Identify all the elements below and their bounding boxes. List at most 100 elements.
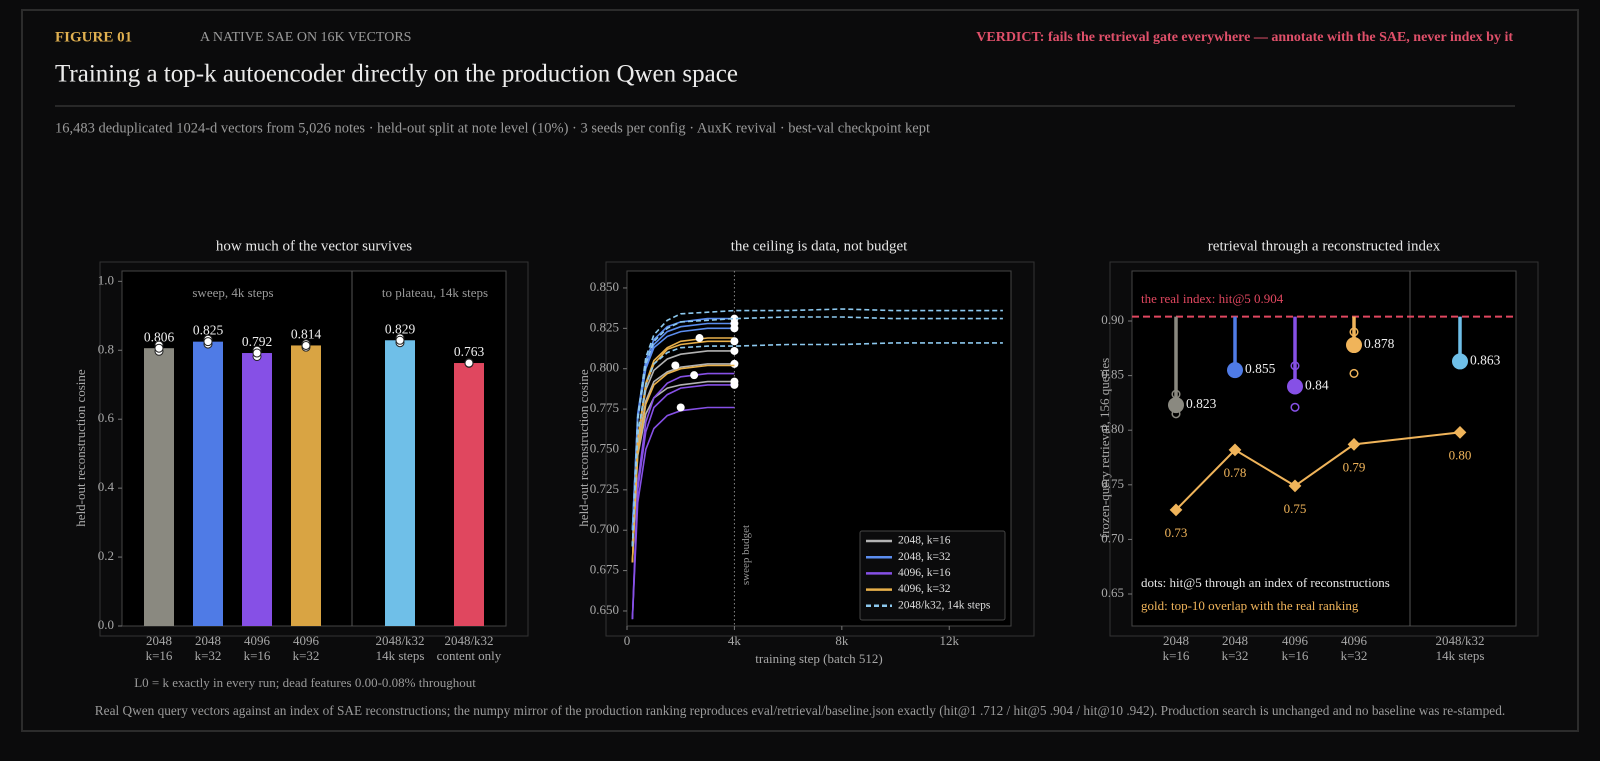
x-tick-label: 2048 bbox=[146, 633, 172, 648]
y-tick-label: 1.0 bbox=[98, 272, 114, 287]
seed-dot bbox=[395, 335, 405, 345]
value-label: 0.823 bbox=[1186, 396, 1217, 411]
subtitle: 16,483 deduplicated 1024-d vectors from … bbox=[55, 120, 930, 136]
value-label: 0.763 bbox=[454, 344, 485, 359]
axes-frame bbox=[99, 261, 529, 637]
value-label: 0.863 bbox=[1470, 353, 1501, 368]
run-line bbox=[631, 372, 735, 620]
best-checkpoint bbox=[676, 403, 685, 412]
x-tick-label: 2048/k32 bbox=[375, 633, 424, 648]
x-axis-label: training step (batch 512) bbox=[755, 651, 882, 666]
y-tick-label: 0.70 bbox=[1101, 530, 1124, 545]
y-tick-label: 0.85 bbox=[1101, 367, 1124, 382]
panel-title: the ceiling is data, not budget bbox=[731, 238, 908, 254]
reference-label: the real index: hit@5 0.904 bbox=[1141, 291, 1284, 306]
x-tick-label: k=32 bbox=[293, 648, 320, 663]
hit5-dot bbox=[1287, 378, 1303, 395]
hit5-dot bbox=[1168, 397, 1184, 414]
run-line bbox=[631, 308, 1003, 547]
best-checkpoint bbox=[730, 359, 739, 368]
x-tick-label: k=32 bbox=[1222, 648, 1249, 663]
x-tick-label: k=16 bbox=[1282, 648, 1309, 663]
x-tick-label: 14k steps bbox=[1436, 648, 1485, 663]
x-tick-label: k=16 bbox=[146, 648, 173, 663]
y-tick-label: 0.825 bbox=[590, 319, 619, 334]
legend-label: 2048/k32, 14k steps bbox=[898, 599, 991, 611]
run-line bbox=[631, 342, 1003, 547]
value-label: 0.814 bbox=[291, 327, 322, 342]
title: Training a top-k autoencoder directly on… bbox=[55, 61, 738, 88]
x-tick-label: 4096 bbox=[1341, 633, 1368, 648]
x-tick-label: 4096 bbox=[293, 633, 320, 648]
seed-dot bbox=[1290, 361, 1300, 371]
bar bbox=[193, 341, 223, 626]
best-checkpoint bbox=[730, 346, 739, 355]
footer: Real Qwen query vectors against an index… bbox=[95, 703, 1505, 718]
legend-label: 2048, k=16 bbox=[898, 535, 951, 547]
y-tick-label: 0.700 bbox=[590, 521, 619, 536]
x-tick-label: k=16 bbox=[1163, 648, 1190, 663]
x-tick-label: content only bbox=[437, 648, 502, 663]
annotation: sweep, 4k steps bbox=[192, 285, 273, 300]
note: dots: hit@5 through an index of reconstr… bbox=[1141, 575, 1390, 590]
run-line bbox=[631, 316, 1003, 547]
best-checkpoint bbox=[730, 337, 739, 346]
bar bbox=[144, 348, 174, 626]
annotation: to plateau, 14k steps bbox=[382, 285, 488, 300]
y-tick-label: 0.775 bbox=[590, 400, 619, 415]
seed-dot bbox=[1349, 327, 1359, 337]
verdict: VERDICT: fails the retrieval gate everyw… bbox=[976, 30, 1513, 45]
best-checkpoint bbox=[690, 371, 699, 380]
hit5-dot bbox=[1452, 353, 1468, 370]
x-tick-label: k=32 bbox=[195, 648, 222, 663]
x-tick-label: 12k bbox=[939, 633, 959, 648]
note: gold: top-10 overlap with the real ranki… bbox=[1141, 598, 1359, 613]
x-tick-label: 0 bbox=[624, 633, 631, 648]
y-tick-label: 0.4 bbox=[98, 479, 115, 494]
x-tick-label: 4096 bbox=[244, 633, 271, 648]
y-tick-label: 0.850 bbox=[590, 279, 619, 294]
axes-frame bbox=[1109, 261, 1539, 637]
hit5-dot bbox=[1346, 337, 1362, 354]
overlap-label: 0.78 bbox=[1224, 465, 1247, 480]
x-tick-label: 8k bbox=[835, 633, 849, 648]
y-tick-label: 0.675 bbox=[590, 562, 619, 577]
seed-dot bbox=[1349, 368, 1359, 378]
value-label: 0.855 bbox=[1245, 361, 1276, 376]
run-line bbox=[631, 364, 735, 563]
best-checkpoint bbox=[730, 324, 739, 333]
y-tick-label: 0.2 bbox=[98, 548, 114, 563]
x-tick-label: 2048 bbox=[1163, 633, 1189, 648]
x-tick-label: 2048/k32 bbox=[1435, 633, 1484, 648]
y-axis-label: held-out reconstruction cosine bbox=[73, 369, 88, 527]
y-tick-label: 0.65 bbox=[1101, 585, 1124, 600]
y-tick-label: 0.6 bbox=[98, 410, 115, 425]
x-tick-label: 2048/k32 bbox=[444, 633, 493, 648]
legend-label: 4096, k=16 bbox=[898, 567, 951, 579]
seed-dot bbox=[203, 337, 213, 347]
best-checkpoint bbox=[730, 380, 739, 389]
y-axis-label: held-out reconstruction cosine bbox=[576, 369, 591, 527]
seed-dot bbox=[1290, 402, 1300, 412]
budget-label: sweep budget bbox=[740, 525, 752, 585]
plot-area bbox=[1131, 270, 1517, 627]
y-tick-label: 0.750 bbox=[590, 440, 619, 455]
bar bbox=[242, 353, 272, 626]
y-tick-label: 0.0 bbox=[98, 617, 114, 632]
value-label: 0.829 bbox=[385, 321, 416, 336]
x-tick-label: 2048 bbox=[1222, 633, 1248, 648]
run-line bbox=[631, 384, 735, 620]
hit5-dot bbox=[1227, 362, 1243, 379]
bar bbox=[291, 345, 321, 626]
seed-dot bbox=[252, 348, 262, 358]
legend-box bbox=[859, 530, 1006, 621]
panel-title: retrieval through a reconstructed index bbox=[1208, 238, 1441, 254]
overlap-label: 0.73 bbox=[1165, 525, 1188, 540]
y-axis-label: frozen-query retrieval, 156 queries bbox=[1097, 358, 1112, 538]
value-label: 0.825 bbox=[193, 323, 224, 338]
x-tick-label: 14k steps bbox=[376, 648, 425, 663]
run-line bbox=[631, 406, 735, 620]
y-tick-label: 0.650 bbox=[590, 602, 619, 617]
x-tick-label: k=16 bbox=[244, 648, 271, 663]
